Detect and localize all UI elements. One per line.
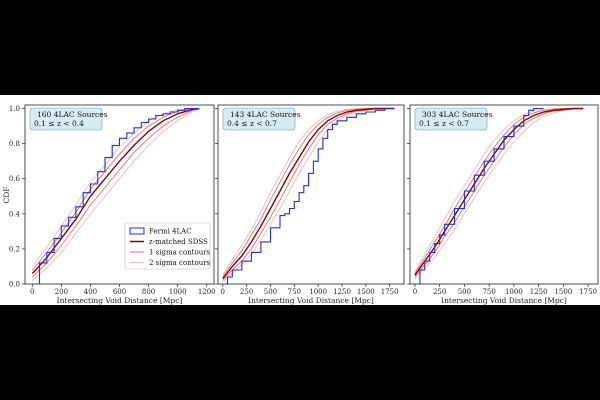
series-z-matched-sdss [222,107,395,280]
panel-title: 143 4LAC Sources [230,110,301,119]
x-tick-label: 250 [240,288,253,296]
legend-label: Fermi 4LAC [149,228,192,236]
x-tick-label: 750 [482,288,495,296]
x-tick-label: 600 [113,288,126,296]
panel-subtitle: 0.1 ≤ z < 0.7 [419,119,469,128]
y-axis-label: CDF [2,187,11,204]
x-tick-label: 1250 [530,288,548,296]
y-tick-label: 0.2 [9,245,20,253]
x-tick-label: 1500 [357,288,375,296]
x-tick-label: 800 [142,288,155,296]
x-axis-label: Intersecting Void Distance [Mpc] [248,296,374,305]
x-axis-label: Intersecting Void Distance [Mpc] [57,296,183,305]
x-tick-label: 1500 [554,288,572,296]
legend-label: z-matched SDSS [149,238,208,246]
x-tick-label: 1750 [381,288,399,296]
chart-panel-1: 0 200 400 600 800 1000 1200 0.0 0.2 0.4 0.6 0.8 1.0 I… [9,104,216,305]
x-tick-label: 1000 [309,288,327,296]
x-tick-label: 500 [458,288,471,296]
y-tick-label: 0.8 [9,140,20,148]
legend: Fermi 4LAC z-matched SDSS 1 sigma contours… [124,222,211,270]
panel-subtitle: 0.4 ≤ z < 0.7 [227,119,277,128]
series-1-sigma-lower [222,108,395,281]
series-2-sigma-lower [32,108,200,281]
series-fermi-4lac [32,107,200,285]
panel-subtitle: 0.1 ≤ z < 0.4 [34,119,84,128]
legend-label: 2 sigma contours [149,259,211,267]
x-tick-label: 750 [288,288,301,296]
y-tick-label: 0.4 [9,210,21,218]
series-1-sigma-lower [31,108,200,278]
panel-title: 303 4LAC Sources [422,110,493,119]
series-2-sigma-lower [414,108,584,280]
title-box [29,107,103,131]
x-tick-label: 200 [55,288,68,296]
chart-panel-2: 0 250 500 750 1000 1250 1500 1750 Intersecting V… [215,104,405,305]
title-box [222,107,296,131]
panel-title: 160 4LAC Sources [37,110,108,119]
y-tick-label: 0.0 [9,281,20,289]
figure-canvas: CDF 0 200 400 600 800 1000 1200 0.0 0.2 0.4 0.6 0.8… [2,104,599,305]
x-tick-label: 0 [221,288,225,296]
x-tick-label: 1000 [169,288,187,296]
x-tick-label: 0 [413,288,417,296]
chart-panel-3: 0 250 500 750 1000 1250 1500 1750 Intersecting V… [407,104,599,305]
legend-label: 1 sigma contours [149,249,211,257]
legend-box [124,222,211,270]
legend-swatch-fermi [129,227,145,235]
x-tick-label: 1250 [333,288,351,296]
x-tick-label: 0 [30,288,34,296]
series-1-sigma-lower [414,108,584,278]
series-1-sigma-upper [222,108,395,278]
x-tick-label: 1750 [579,288,597,296]
series-1-sigma-upper [414,108,584,274]
x-axis-label: Intersecting Void Distance [Mpc] [441,296,567,305]
series-fermi-4lac [222,107,395,285]
figure: CDF 0 200 400 600 800 1000 1200 0.0 0.2 0.4 0.6 0.8… [0,95,600,305]
title-box [414,107,488,131]
series-fermi-4lac [414,107,544,285]
plot-frame [217,104,405,285]
series-z-matched-sdss [414,107,584,276]
x-tick-label: 1200 [198,288,216,296]
x-tick-label: 250 [433,288,446,296]
x-tick-label: 500 [264,288,277,296]
y-tick-label: 0.6 [9,175,21,183]
y-tick-label: 1.0 [9,105,20,113]
series-2-sigma-upper [414,108,584,272]
x-tick-label: 400 [84,288,97,296]
plot-frame [409,104,599,285]
x-tick-label: 1000 [505,288,523,296]
